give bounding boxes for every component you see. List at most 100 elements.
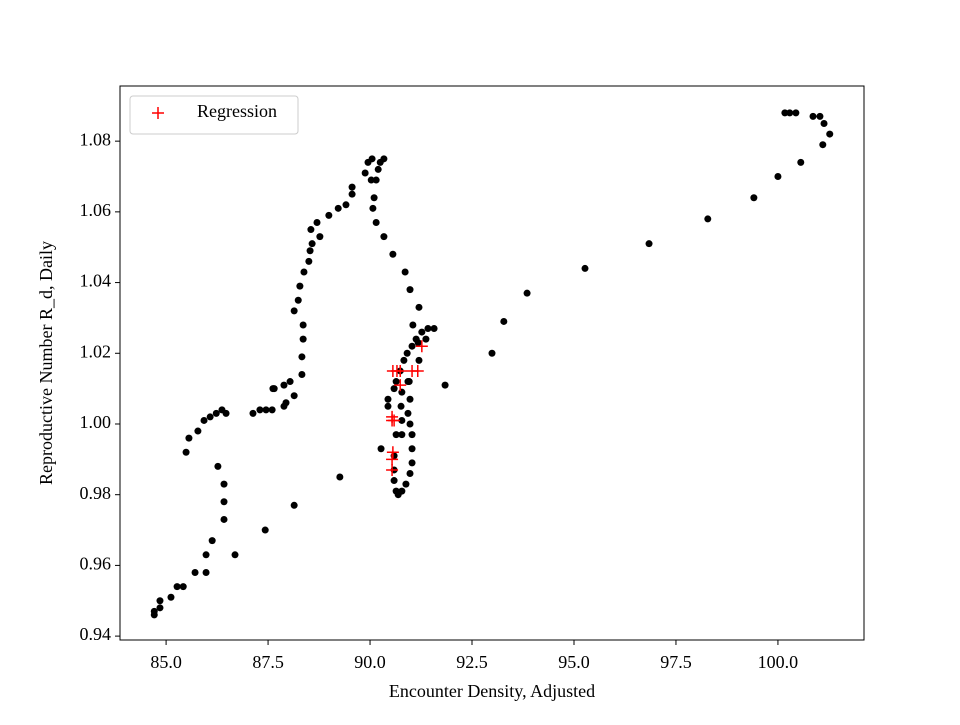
point	[249, 409, 257, 417]
point	[384, 395, 392, 403]
point	[270, 385, 278, 393]
point	[200, 416, 208, 424]
point	[296, 282, 304, 290]
point	[268, 406, 276, 414]
point	[409, 321, 417, 329]
point	[394, 364, 407, 377]
point	[300, 268, 308, 276]
point	[220, 480, 228, 488]
point	[404, 378, 412, 386]
y-tick-label: 0.94	[80, 624, 112, 644]
point	[404, 409, 412, 417]
point	[377, 445, 385, 453]
point	[386, 463, 399, 476]
point	[411, 364, 424, 377]
plot-frame	[119, 85, 865, 641]
point	[523, 289, 531, 297]
point	[316, 233, 324, 241]
point	[220, 498, 228, 506]
point	[408, 342, 416, 350]
point	[826, 130, 834, 138]
point	[412, 335, 420, 343]
point	[222, 409, 230, 417]
point	[406, 286, 414, 294]
x-tick-label: 95.0	[558, 652, 590, 672]
point	[390, 385, 398, 393]
point	[418, 328, 426, 336]
x-tick-label: 92.5	[456, 652, 488, 672]
point	[408, 459, 416, 467]
point	[488, 349, 496, 357]
point	[402, 480, 410, 488]
point	[182, 448, 190, 456]
point	[290, 392, 298, 400]
point	[403, 349, 411, 357]
point	[369, 204, 377, 212]
point	[372, 218, 380, 226]
point	[415, 340, 428, 353]
x-tick-label: 87.5	[252, 652, 284, 672]
point	[380, 155, 388, 163]
point	[386, 453, 399, 466]
point	[305, 257, 313, 265]
point	[500, 317, 508, 325]
point	[430, 325, 438, 333]
point	[581, 264, 589, 272]
point	[397, 402, 405, 410]
point	[208, 537, 216, 545]
point	[398, 416, 406, 424]
point	[299, 321, 307, 329]
point	[290, 501, 298, 509]
point	[797, 158, 805, 166]
y-tick-label: 1.06	[80, 200, 112, 220]
point	[384, 402, 392, 410]
point	[380, 233, 388, 241]
point	[334, 204, 342, 212]
point	[185, 434, 193, 442]
point	[173, 583, 181, 591]
point	[389, 250, 397, 258]
legend-box	[129, 95, 299, 135]
point	[398, 487, 406, 495]
point	[367, 176, 375, 184]
point	[298, 370, 306, 378]
point	[261, 526, 269, 534]
x-tick-label: 85.0	[150, 652, 182, 672]
point	[398, 388, 406, 396]
y-tick-label: 0.96	[80, 554, 112, 574]
point	[786, 109, 794, 117]
point	[156, 597, 164, 605]
point	[372, 176, 380, 184]
point	[406, 469, 414, 477]
point	[202, 568, 210, 576]
point	[220, 515, 228, 523]
point	[394, 379, 407, 392]
point	[179, 583, 187, 591]
point	[299, 335, 307, 343]
point	[398, 431, 406, 439]
point	[307, 226, 315, 234]
point	[306, 247, 314, 255]
y-axis-label: Reproductive Number R_d, Daily	[36, 241, 56, 485]
point	[348, 190, 356, 198]
point	[392, 378, 400, 386]
point	[262, 406, 270, 414]
point	[400, 356, 408, 364]
point	[388, 414, 401, 427]
point	[819, 141, 827, 149]
point	[750, 194, 758, 202]
point	[645, 240, 653, 248]
point	[441, 381, 449, 389]
point	[390, 477, 398, 485]
point	[156, 604, 164, 612]
point	[406, 395, 414, 403]
y-tick-label: 0.98	[80, 483, 112, 503]
point	[348, 183, 356, 191]
point	[212, 409, 220, 417]
point	[202, 551, 210, 559]
y-tick-label: 1.00	[80, 412, 112, 432]
y-tick-label: 1.08	[80, 129, 112, 149]
legend-marker	[152, 107, 164, 119]
point	[290, 307, 298, 315]
point	[368, 155, 376, 163]
